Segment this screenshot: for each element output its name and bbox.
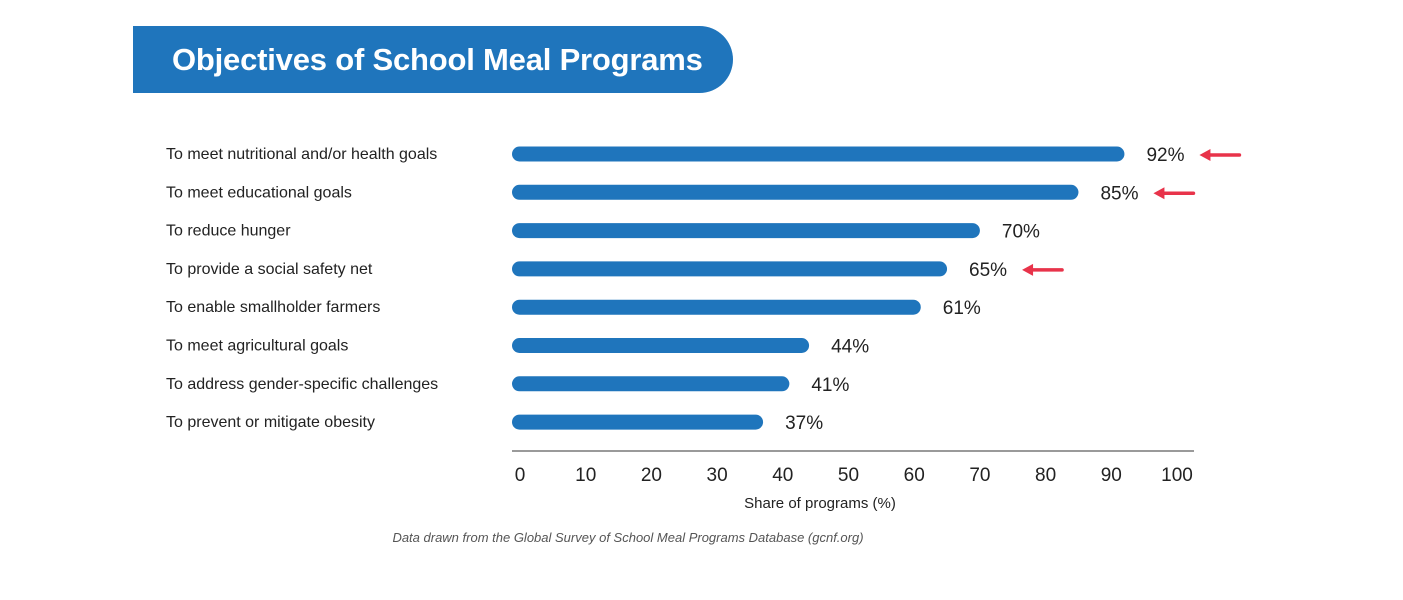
x-tick-label: 0 xyxy=(515,465,526,486)
x-tick-label: 30 xyxy=(707,465,728,486)
category-label: To reduce hunger xyxy=(166,223,291,240)
category-label: To meet educational goals xyxy=(166,184,352,201)
x-tick-label: 40 xyxy=(772,465,793,486)
x-tick-label: 80 xyxy=(1035,465,1056,486)
x-tick-label: 50 xyxy=(838,465,859,486)
x-tick-label: 60 xyxy=(904,465,925,486)
x-tick-label: 90 xyxy=(1101,465,1122,486)
x-axis-title: Share of programs (%) xyxy=(744,495,896,512)
value-label: 61% xyxy=(943,298,981,319)
value-label: 41% xyxy=(811,375,849,396)
value-label: 92% xyxy=(1146,145,1184,166)
value-label: 37% xyxy=(785,413,823,434)
category-label: To enable smallholder farmers xyxy=(166,299,380,316)
highlight-arrow-head xyxy=(1022,263,1034,276)
category-label: To meet agricultural goals xyxy=(166,338,348,355)
value-label: 70% xyxy=(1002,222,1040,243)
x-tick-label: 70 xyxy=(969,465,990,486)
source-note: Data drawn from the Global Survey of Sch… xyxy=(392,530,864,545)
category-label: To prevent or mitigate obesity xyxy=(166,414,375,431)
highlight-arrow-head xyxy=(1199,149,1211,161)
value-label: 44% xyxy=(831,337,869,358)
x-tick-label: 100 xyxy=(1161,465,1193,486)
highlight-arrow-head xyxy=(1153,187,1165,200)
x-tick-label: 20 xyxy=(641,465,662,486)
value-label: 85% xyxy=(1100,183,1138,204)
title-banner: Objectives of School Meal Programs xyxy=(133,26,733,93)
category-label: To meet nutritional and/or health goals xyxy=(166,146,437,163)
category-label: To provide a social safety net xyxy=(166,261,373,278)
x-tick-label: 10 xyxy=(575,465,596,486)
value-label: 65% xyxy=(969,260,1007,281)
category-label: To address gender-specific challenges xyxy=(166,376,438,393)
chart-title: Objectives of School Meal Programs xyxy=(172,41,703,77)
